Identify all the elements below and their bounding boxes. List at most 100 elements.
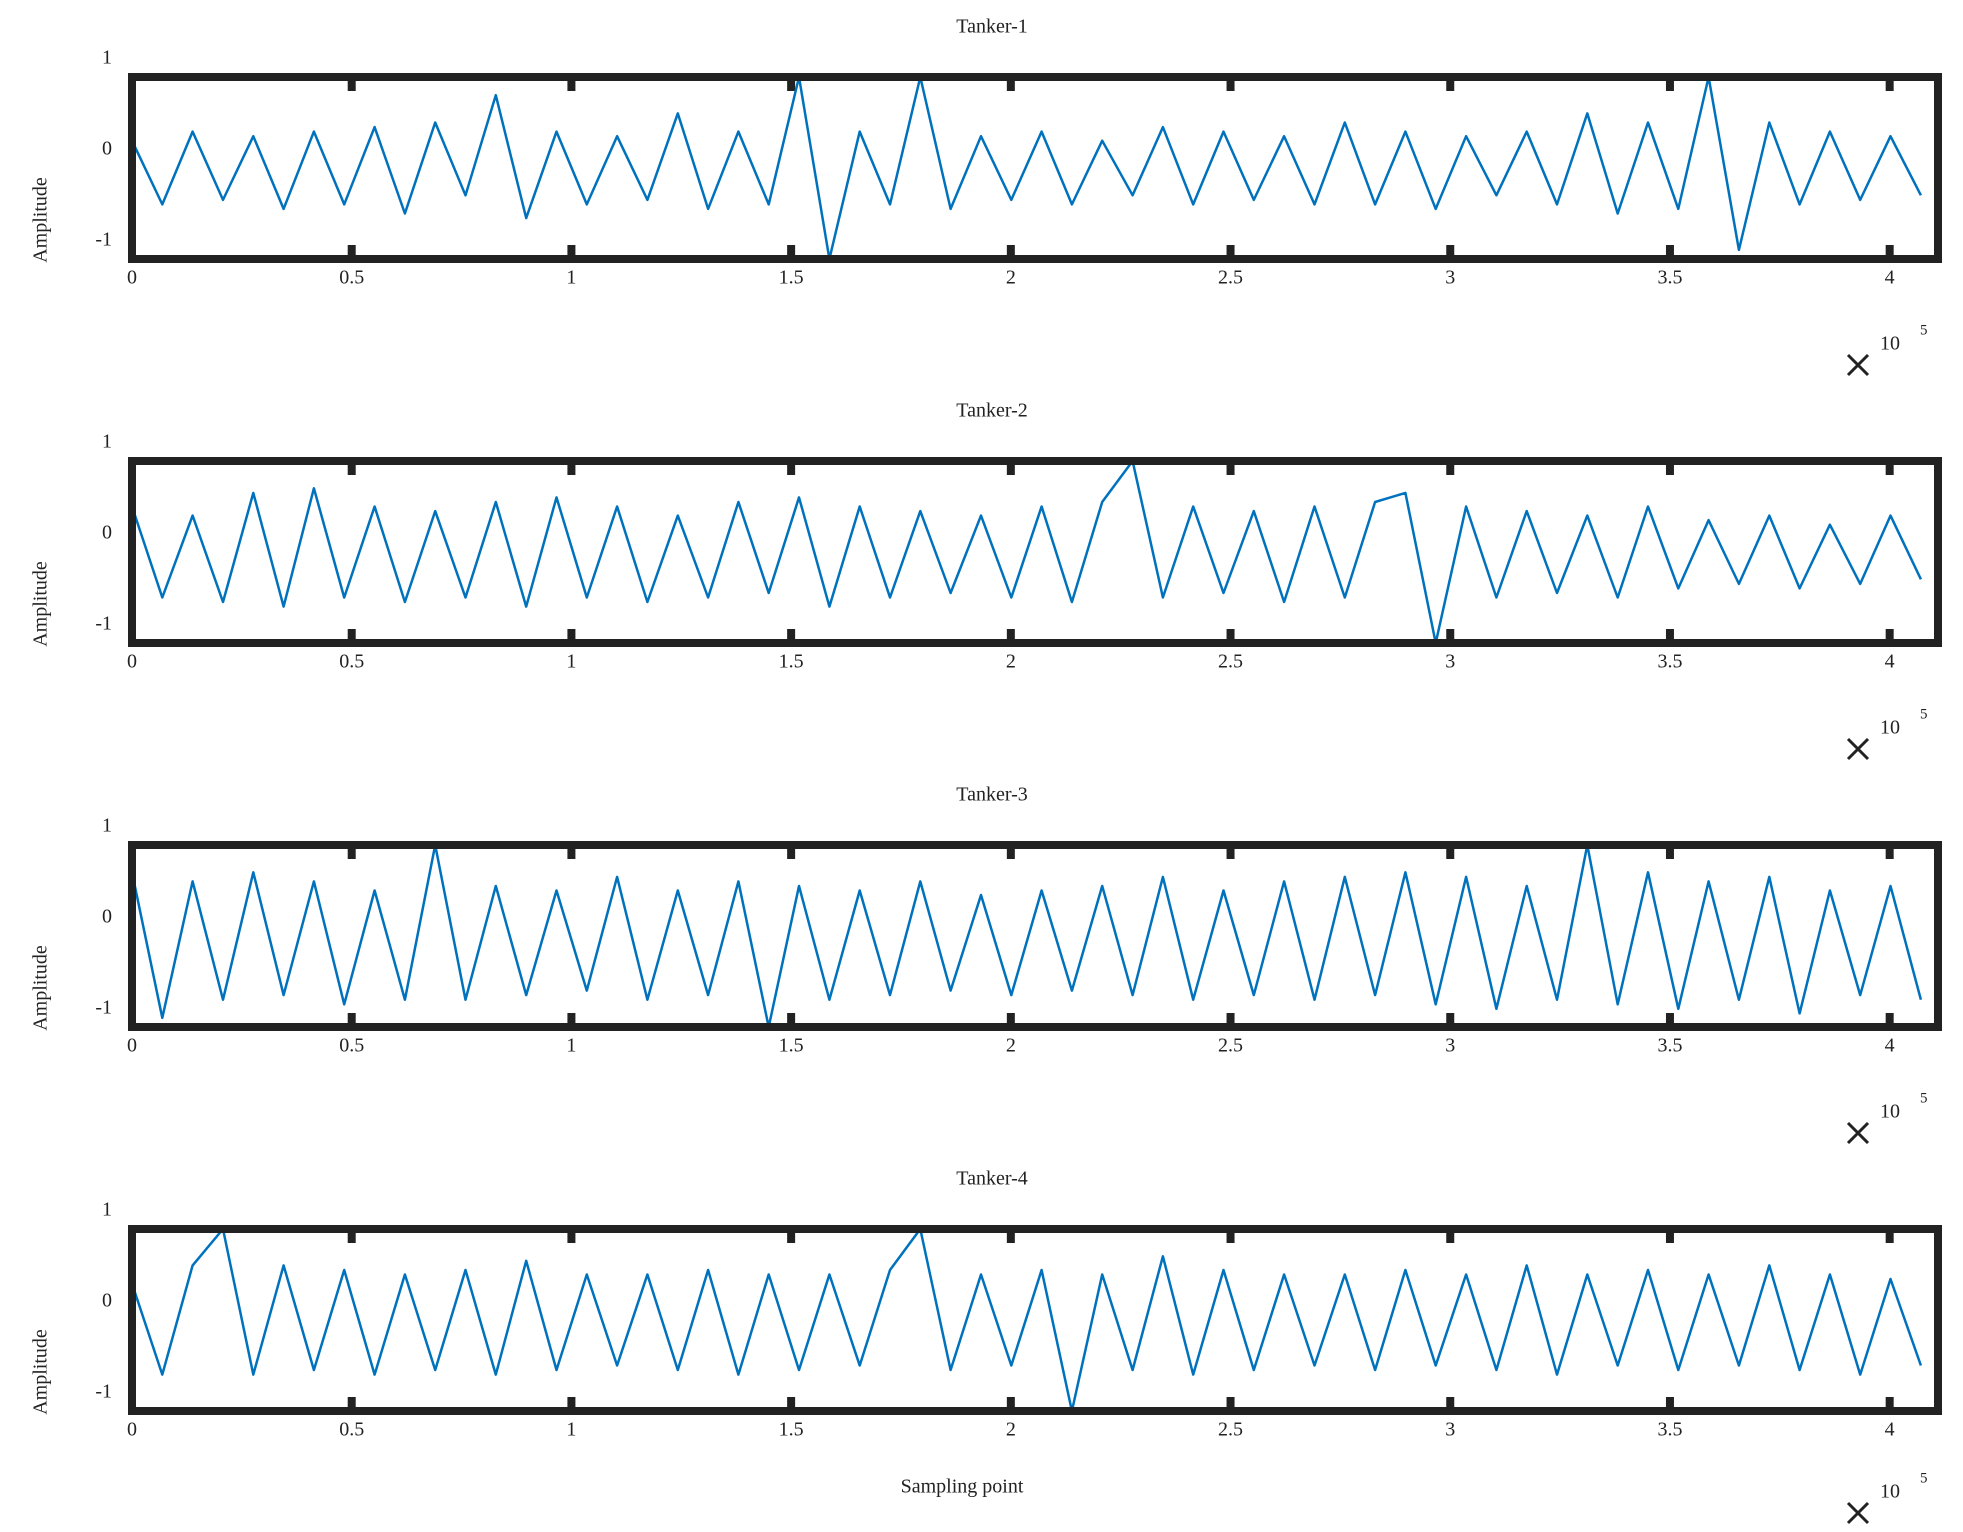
x-tick-label: 1 [566,1035,576,1057]
plot-frame [128,1225,1942,1415]
x-tick-mark [787,1013,796,1027]
x-tick-mark [1006,845,1015,859]
multiplier-base: 10 [1880,1481,1900,1503]
x-tick-mark [1665,1229,1674,1243]
plot-frame [128,73,1942,263]
x-tick-label: 0 [127,267,137,289]
x-tick-label: 2 [1006,267,1016,289]
x-tick-mark [347,77,356,91]
x-tick-mark [1006,77,1015,91]
y-tick-label: -1 [95,612,112,634]
x-tick-label: 3 [1445,651,1455,673]
x-tick-mark [1226,245,1235,259]
y-axis-label: Amplitude [30,561,52,647]
multiplier-base: 10 [1880,1101,1900,1123]
x-tick-mark [1885,1229,1894,1243]
y-tick-label: 0 [102,1289,112,1311]
x-tick-mark [347,629,356,643]
y-tick-label: 0 [102,905,112,927]
x-tick-mark [1665,1013,1674,1027]
x-tick-label: 3.5 [1657,1419,1682,1441]
x-tick-mark [1885,461,1894,475]
plot-frame [128,457,1942,647]
multiplier-sign [1846,737,1870,761]
x-tick-mark [567,1013,576,1027]
multiplier-sign [1846,353,1870,377]
x-tick-mark [1885,245,1894,259]
x-tick-mark [1446,77,1455,91]
x-tick-mark [1665,845,1674,859]
x-tick-label: 3 [1445,1419,1455,1441]
x-tick-mark [1665,1397,1674,1411]
x-tick-label: 4 [1885,651,1895,673]
y-tick-label: 1 [102,46,112,68]
x-tick-mark [567,845,576,859]
x-tick-label: 4 [1885,1419,1895,1441]
y-tick-label: 0 [102,137,112,159]
x-tick-mark [1885,1013,1894,1027]
subplot-title: Tanker-1 [956,16,1028,38]
x-tick-mark [1006,1229,1015,1243]
x-tick-label: 2.5 [1218,651,1243,673]
x-tick-mark [1446,629,1455,643]
x-tick-mark [347,461,356,475]
y-tick-label: -1 [95,996,112,1018]
signal-line [130,75,1923,261]
x-tick-mark [1885,1397,1894,1411]
y-tick-label: -1 [95,228,112,250]
x-tick-mark [1665,245,1674,259]
x-tick-mark [347,245,356,259]
x-tick-label: 1.5 [779,1035,804,1057]
x-tick-mark [1006,1013,1015,1027]
x-tick-label: 4 [1885,1035,1895,1057]
x-tick-label: 0 [127,651,137,673]
x-tick-label: 2 [1006,651,1016,673]
signal-line [130,843,1923,1029]
x-tick-mark [1446,845,1455,859]
x-tick-mark [1006,1397,1015,1411]
x-tick-label: 3.5 [1657,267,1682,289]
x-tick-label: 3.5 [1657,1035,1682,1057]
x-tick-mark [1006,245,1015,259]
y-tick-label: 0 [102,521,112,543]
subplot-title: Tanker-3 [956,784,1028,806]
x-tick-mark [1226,461,1235,475]
x-tick-mark [347,1229,356,1243]
x-tick-mark [567,1229,576,1243]
multiplier-sign [1846,1501,1870,1525]
subplot-title: Tanker-2 [956,400,1028,422]
x-axis-label: Sampling point [901,1476,1024,1498]
y-tick-label: 1 [102,430,112,452]
multiplier-exponent: 5 [1920,1090,1928,1106]
x-tick-label: 1 [566,651,576,673]
y-axis-label: Amplitude [30,945,52,1031]
x-tick-label: 1 [566,1419,576,1441]
x-tick-mark [787,629,796,643]
x-tick-label: 1.5 [779,267,804,289]
x-tick-mark [567,245,576,259]
x-tick-label: 3 [1445,267,1455,289]
x-tick-mark [1885,845,1894,859]
x-tick-mark [1446,245,1455,259]
y-axis-label: Amplitude [30,1329,52,1415]
x-tick-label: 2.5 [1218,1419,1243,1441]
y-axis-label: Amplitude [30,177,52,263]
x-tick-label: 0.5 [339,1035,364,1057]
x-tick-label: 2.5 [1218,1035,1243,1057]
x-tick-label: 0.5 [339,1419,364,1441]
x-tick-mark [1226,77,1235,91]
x-tick-mark [567,77,576,91]
x-tick-mark [1665,461,1674,475]
signal-line [130,459,1923,645]
subplot-title: Tanker-4 [956,1168,1028,1190]
x-tick-mark [1226,1013,1235,1027]
x-tick-mark [1885,629,1894,643]
x-tick-mark [347,1397,356,1411]
x-tick-label: 3 [1445,1035,1455,1057]
x-tick-mark [347,845,356,859]
x-tick-mark [787,1229,796,1243]
